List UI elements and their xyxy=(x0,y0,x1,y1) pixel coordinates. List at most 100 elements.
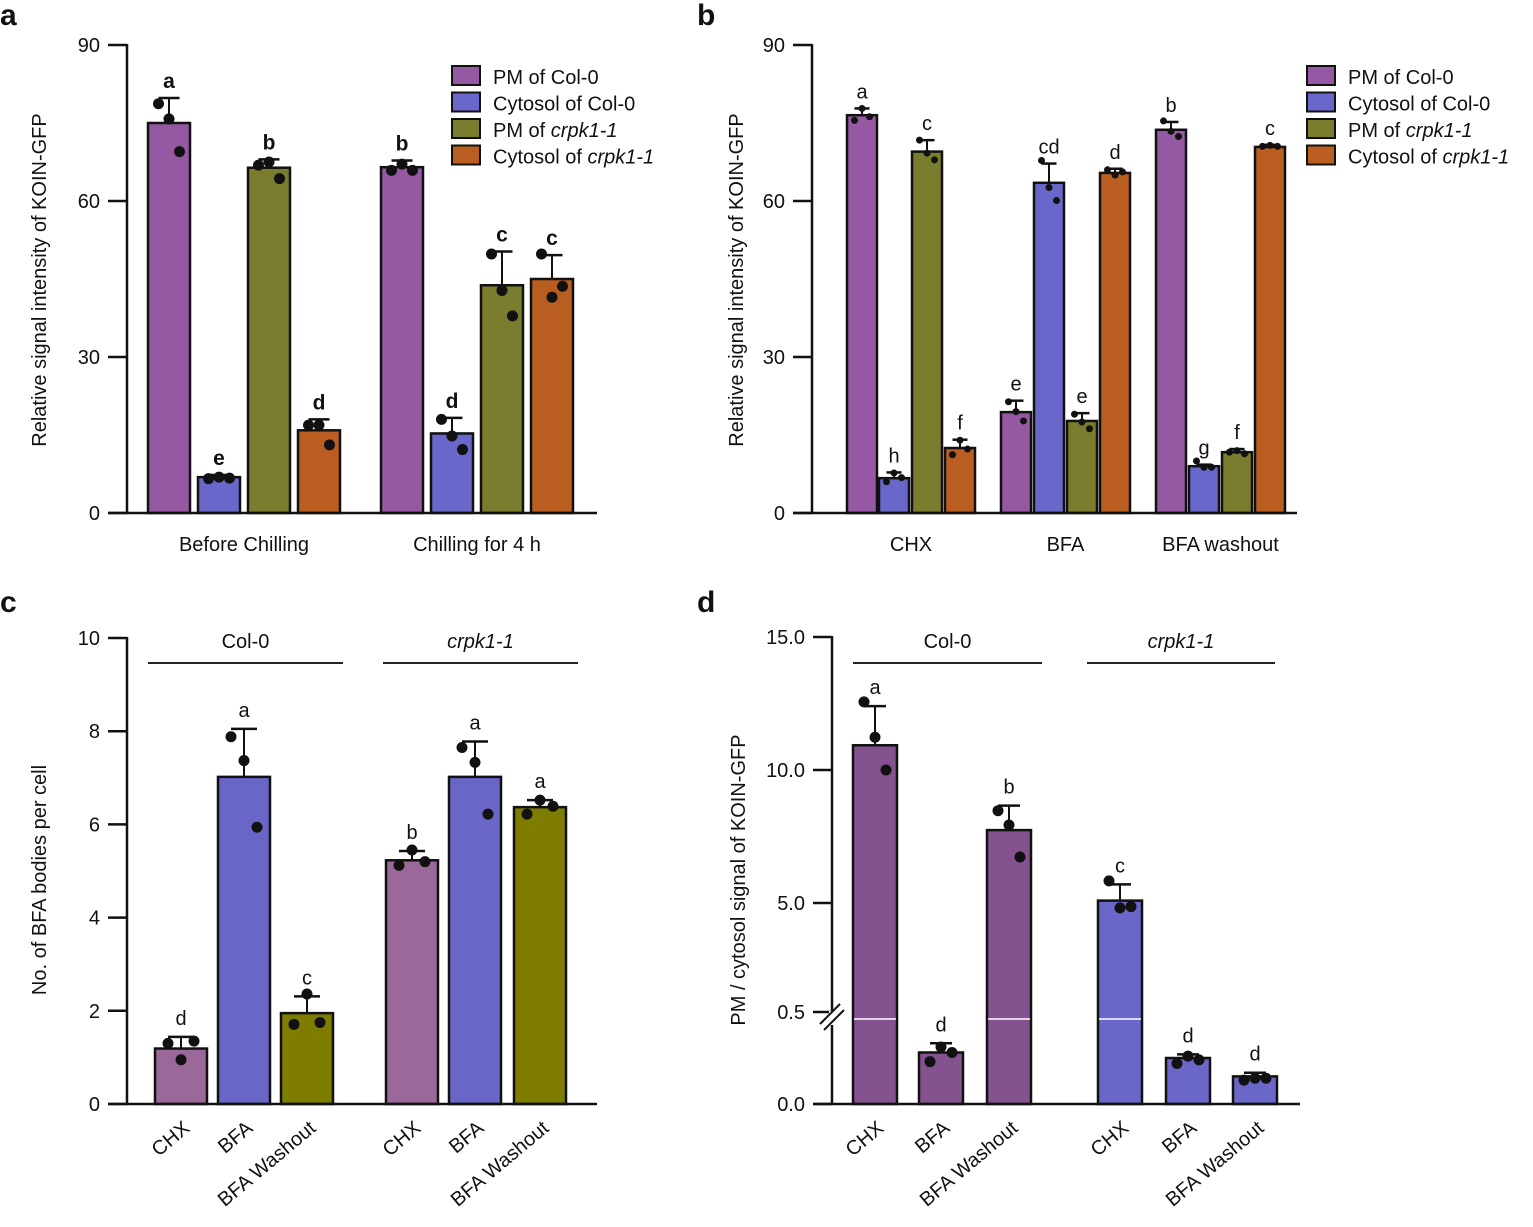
bar-data-point xyxy=(890,469,898,477)
bar-data-point xyxy=(1020,417,1027,425)
bar-data-point xyxy=(419,856,431,868)
y-tick-label: 90 xyxy=(763,35,785,57)
bar xyxy=(1096,899,1144,1106)
significance-letter: a xyxy=(163,70,175,93)
bar-data-point xyxy=(1241,450,1248,458)
y-tick-label: 0 xyxy=(89,503,100,525)
y-tick-label: 10.0 xyxy=(766,760,805,782)
bar-data-point xyxy=(188,1035,200,1047)
bar-data-point xyxy=(858,696,870,708)
bar-data-point xyxy=(964,445,971,453)
y-tick-label: 0 xyxy=(774,503,785,525)
significance-letter: a xyxy=(469,712,481,734)
bar-data-point xyxy=(992,805,1004,817)
bar-data-point xyxy=(869,731,881,743)
bar-group: f xyxy=(943,413,977,515)
bar xyxy=(1187,464,1221,515)
bar-data-point xyxy=(1114,902,1126,914)
bar-group: a xyxy=(146,70,192,515)
panel-letter: b xyxy=(697,0,715,32)
bar-data-point xyxy=(1103,875,1115,887)
significance-letter: d xyxy=(313,391,326,414)
legend-label: PM of crpk1-1 xyxy=(1348,120,1473,142)
bar xyxy=(851,744,899,1106)
significance-letter: b xyxy=(263,131,276,154)
bar-data-point xyxy=(1167,127,1175,135)
bar-data-point xyxy=(224,472,235,484)
y-tick-label: 8 xyxy=(89,721,100,743)
bar-data-point xyxy=(1238,1074,1250,1086)
bar xyxy=(512,805,568,1106)
significance-letter: g xyxy=(1198,438,1209,460)
y-tick-label: 30 xyxy=(763,347,785,369)
significance-letter: c xyxy=(302,967,312,989)
legend-swatch xyxy=(1306,144,1336,166)
significance-letter: d xyxy=(935,1014,946,1036)
bar xyxy=(1032,181,1066,515)
panel-letter: d xyxy=(697,586,715,619)
significance-letter: e xyxy=(1010,374,1021,396)
legend-swatch xyxy=(451,65,481,86)
bar-data-point xyxy=(386,164,397,176)
bar-data-point xyxy=(1200,463,1208,471)
x-category-label: CHX xyxy=(1087,1117,1133,1161)
bar-group: d xyxy=(1098,142,1132,515)
significance-letter: a xyxy=(856,81,868,103)
panel-a: a a b PM of Col-0 e d Cytosol of Col-0 b c PM of … xyxy=(0,0,654,556)
x-category-label: CHX xyxy=(842,1117,888,1161)
x-category-label: BFA xyxy=(1158,1117,1202,1159)
legend-swatch xyxy=(1306,65,1336,86)
bar-data-point xyxy=(1208,463,1215,471)
significance-letter: e xyxy=(1076,386,1087,408)
bar xyxy=(447,775,503,1106)
significance-letter: a xyxy=(534,771,546,793)
y-tick-label: 60 xyxy=(763,191,785,213)
legend-swatch xyxy=(451,91,481,113)
bar-data-point xyxy=(1171,1058,1183,1070)
bar-group: g xyxy=(1187,438,1221,515)
bar-data-point xyxy=(274,173,285,185)
significance-letter: c xyxy=(922,113,932,135)
bar-data-point xyxy=(1193,457,1200,465)
bar-data-point xyxy=(301,988,313,1000)
significance-letter: d xyxy=(1249,1044,1260,1066)
bar-data-point xyxy=(935,1041,947,1053)
bar-data-point xyxy=(931,156,938,164)
bar xyxy=(999,410,1033,515)
y-tick-label: 60 xyxy=(78,191,100,213)
bar-data-point xyxy=(303,419,314,431)
significance-letter: d xyxy=(1109,142,1120,164)
significance-letter: c xyxy=(1265,118,1275,140)
y-tick-label: 0 xyxy=(89,1094,100,1116)
bar-data-point xyxy=(496,284,508,296)
x-category-label: BFA xyxy=(214,1117,258,1159)
bar-data-point xyxy=(1119,168,1126,176)
y-axis-title: PM / cytosol signal of KOIN-GFP xyxy=(728,734,750,1025)
bar-group: d BFA xyxy=(911,1014,965,1159)
bar-data-point xyxy=(456,742,468,754)
y-tick-label: 0.0 xyxy=(777,1094,805,1116)
y-tick-label: 2 xyxy=(89,1001,100,1023)
bar-data-point xyxy=(923,149,931,157)
bar-data-point xyxy=(174,146,185,158)
bar-data-point xyxy=(486,248,497,260)
bar-group: b CHX xyxy=(379,822,440,1161)
bar-data-point xyxy=(916,136,923,144)
x-category-label: CHX xyxy=(890,534,932,556)
bar-group: b xyxy=(246,131,292,515)
significance-letter: d xyxy=(1182,1025,1193,1047)
x-category-label: BFA xyxy=(911,1117,955,1159)
bar-group: c xyxy=(910,113,944,515)
bar-data-point xyxy=(956,436,964,444)
bar-data-point xyxy=(1045,183,1053,191)
group-label: Col-0 xyxy=(222,631,270,653)
bar xyxy=(910,150,944,515)
bar-data-point xyxy=(1182,1050,1194,1062)
bar-data-point xyxy=(163,113,175,125)
significance-letter: e xyxy=(213,447,225,470)
bar-data-point xyxy=(1111,171,1119,179)
bar-group: c xyxy=(529,227,575,515)
